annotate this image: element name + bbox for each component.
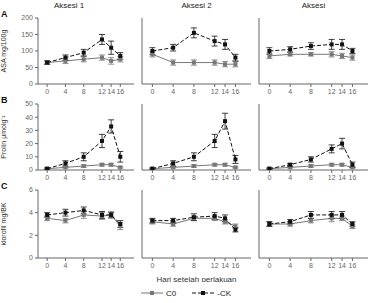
svg-text:100: 100 xyxy=(21,47,33,54)
svg-text:12: 12 xyxy=(328,174,336,181)
svg-text:16: 16 xyxy=(232,262,240,269)
svg-text:30: 30 xyxy=(25,127,33,134)
svg-text:8: 8 xyxy=(82,174,86,181)
html-text:Aksesi 1: Aksesi 1 xyxy=(53,1,85,10)
svg-text:0: 0 xyxy=(267,88,271,95)
svg-text:4: 4 xyxy=(171,88,175,95)
svg-text:16: 16 xyxy=(116,174,124,181)
svg-text:200: 200 xyxy=(21,14,33,21)
svg-text:ASA mg/100g: ASA mg/100g xyxy=(8,29,9,72)
svg-text:16: 16 xyxy=(116,262,124,269)
svg-text:0: 0 xyxy=(150,88,154,95)
svg-text:12: 12 xyxy=(211,262,219,269)
svg-text:14: 14 xyxy=(221,174,229,181)
svg-text:4: 4 xyxy=(288,262,292,269)
html-text:Aksesi: Aksesi xyxy=(301,1,326,10)
svg-text:14: 14 xyxy=(221,88,229,95)
svg-text:4: 4 xyxy=(29,209,33,216)
svg-text:16: 16 xyxy=(349,88,357,95)
svg-text:0: 0 xyxy=(45,174,49,181)
svg-text:4: 4 xyxy=(63,174,67,181)
svg-text:50: 50 xyxy=(25,64,33,71)
svg-text:0: 0 xyxy=(150,262,154,269)
svg-text:0: 0 xyxy=(267,262,271,269)
svg-text:40: 40 xyxy=(25,114,33,121)
html-text:A: A xyxy=(1,9,8,19)
svg-text:12: 12 xyxy=(211,174,219,181)
svg-text:16: 16 xyxy=(349,262,357,269)
svg-text:4: 4 xyxy=(63,262,67,269)
svg-text:4: 4 xyxy=(288,174,292,181)
svg-text:8: 8 xyxy=(82,262,86,269)
svg-text:14: 14 xyxy=(107,262,115,269)
svg-text:8: 8 xyxy=(309,262,313,269)
svg-text:8: 8 xyxy=(309,88,313,95)
svg-text:16: 16 xyxy=(232,88,240,95)
svg-text:12: 12 xyxy=(328,88,336,95)
svg-text:12: 12 xyxy=(98,174,106,181)
svg-text:8: 8 xyxy=(192,174,196,181)
svg-text:2: 2 xyxy=(29,232,33,239)
svg-text:4: 4 xyxy=(63,88,67,95)
svg-text:20: 20 xyxy=(25,140,33,147)
svg-text:14: 14 xyxy=(338,174,346,181)
html-text:B: B xyxy=(1,95,8,105)
svg-text:150: 150 xyxy=(21,31,33,38)
html-text:C0: C0 xyxy=(166,288,177,298)
html-text:Aksesi 2: Aksesi 2 xyxy=(181,1,212,10)
svg-text:0: 0 xyxy=(45,88,49,95)
svg-text:12: 12 xyxy=(98,262,106,269)
svg-text:Prolin μmolg⁻¹: Prolin μmolg⁻¹ xyxy=(8,115,9,159)
svg-text:16: 16 xyxy=(116,88,124,95)
svg-text:14: 14 xyxy=(338,262,346,269)
svg-text:12: 12 xyxy=(328,262,336,269)
svg-text:0: 0 xyxy=(29,254,33,261)
html-text:C: C xyxy=(1,181,8,191)
svg-text:0: 0 xyxy=(29,166,33,173)
svg-text:14: 14 xyxy=(338,88,346,95)
svg-text:16: 16 xyxy=(232,174,240,181)
svg-text:14: 14 xyxy=(107,174,115,181)
svg-text:klorofil mg/BK: klorofil mg/BK xyxy=(8,202,9,246)
svg-text:8: 8 xyxy=(192,88,196,95)
svg-text:10: 10 xyxy=(25,153,33,160)
svg-text:0: 0 xyxy=(45,262,49,269)
svg-text:0: 0 xyxy=(267,174,271,181)
svg-text:8: 8 xyxy=(192,262,196,269)
svg-text:0: 0 xyxy=(29,80,33,87)
svg-text:8: 8 xyxy=(82,88,86,95)
svg-text:Hari setelah perlakuan: Hari setelah perlakuan xyxy=(156,275,236,282)
svg-text:6: 6 xyxy=(29,186,33,193)
svg-text:12: 12 xyxy=(211,88,219,95)
svg-text:14: 14 xyxy=(221,262,229,269)
svg-text:12: 12 xyxy=(98,88,106,95)
svg-text:4: 4 xyxy=(288,88,292,95)
svg-text:50: 50 xyxy=(25,100,33,107)
svg-text:14: 14 xyxy=(107,88,115,95)
svg-text:16: 16 xyxy=(349,174,357,181)
svg-text:0: 0 xyxy=(150,174,154,181)
svg-text:4: 4 xyxy=(171,174,175,181)
html-text:-CK: -CK xyxy=(217,288,231,298)
svg-text:4: 4 xyxy=(171,262,175,269)
svg-text:8: 8 xyxy=(309,174,313,181)
